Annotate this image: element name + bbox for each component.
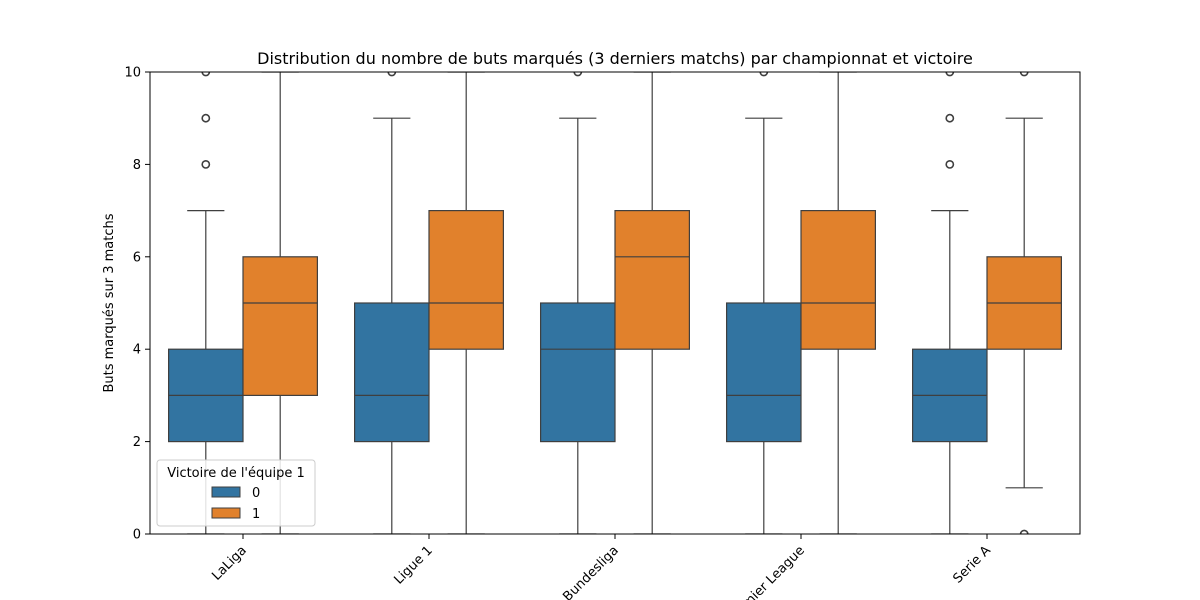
x-tick-label: Premier League [725, 543, 808, 600]
outlier-point [945, 113, 955, 123]
y-tick-label: 0 [133, 528, 141, 543]
legend: Victoire de l'équipe 1 0 1 [156, 459, 316, 527]
box-1-premier-league [800, 72, 877, 534]
chart-title: Distribution du nombre de buts marqués (… [257, 49, 973, 68]
outlier-point [201, 113, 211, 123]
y-tick-label: 8 [133, 158, 141, 173]
y-tick-label: 2 [133, 435, 141, 450]
legend-title: Victoire de l'équipe 1 [167, 466, 305, 481]
box-0-ligue-1 [354, 72, 430, 534]
y-tick-label: 10 [124, 66, 141, 81]
y-tick-label: 4 [133, 343, 141, 358]
legend-swatch-1 [211, 507, 241, 519]
box-0-premier-league [725, 72, 802, 534]
box-iqr [800, 210, 877, 350]
box-iqr [428, 210, 505, 350]
y-tick-label: 6 [133, 250, 141, 265]
x-tick-label: Serie A [951, 543, 994, 586]
x-tick-label: Ligue 1 [391, 543, 435, 587]
box-iqr [539, 302, 616, 443]
box-1-ligue-1 [428, 72, 505, 534]
legend-label-0: 0 [252, 486, 260, 501]
box-iqr [614, 210, 691, 350]
box-1-serie-a [986, 72, 1063, 534]
outlier-point [945, 159, 955, 169]
box-0-bundesliga [539, 72, 616, 534]
legend-swatch-0 [211, 486, 241, 498]
y-axis: 0 2 4 6 8 10 [124, 66, 150, 543]
x-axis: LaLiga Ligue 1 Bundesliga Premier League Ser… [209, 534, 994, 600]
box-0-serie-a [911, 72, 988, 534]
outlier-point [1019, 529, 1029, 534]
x-tick-label: LaLiga [209, 543, 250, 584]
box-iqr [354, 302, 430, 443]
outlier-point [201, 159, 211, 169]
box-1-bundesliga [614, 72, 691, 534]
box-iqr [725, 302, 802, 443]
plot-area [168, 72, 1063, 534]
box-iqr [242, 256, 319, 396]
y-axis-label: Buts marqués sur 3 matchs [102, 213, 117, 392]
x-tick-label: Bundesliga [560, 543, 621, 600]
legend-label-1: 1 [252, 507, 260, 522]
box-1-laliga [242, 72, 319, 534]
